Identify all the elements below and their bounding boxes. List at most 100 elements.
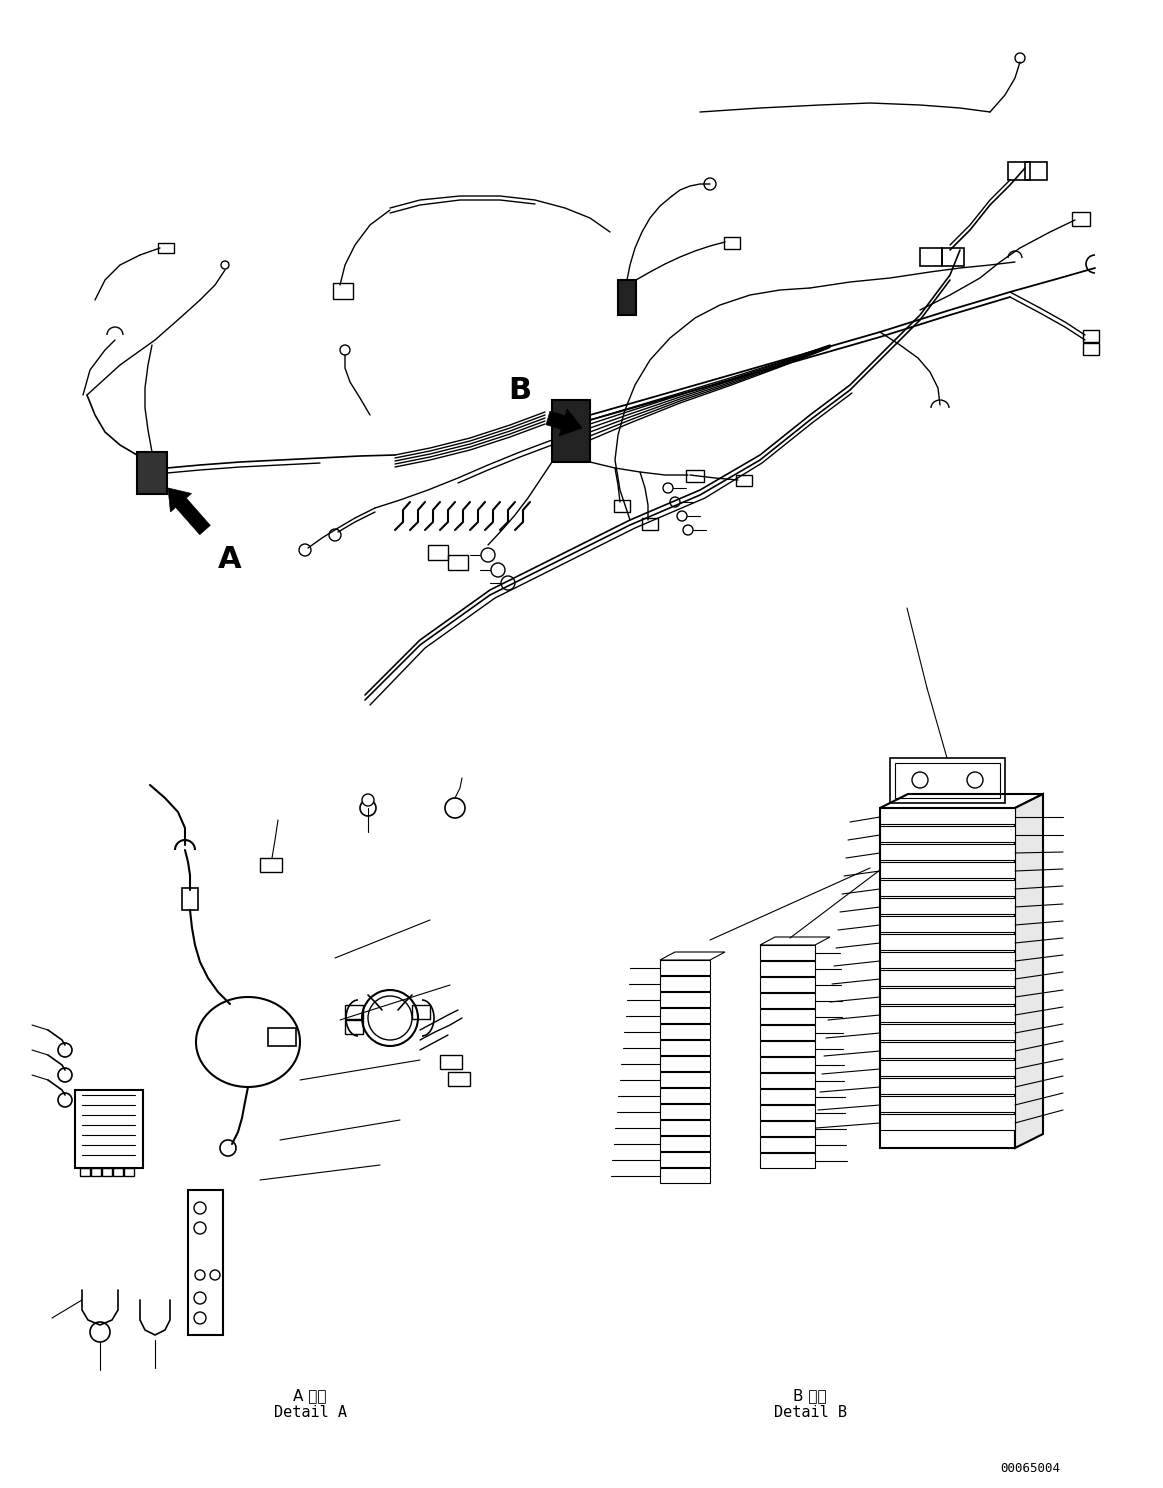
Bar xyxy=(137,452,167,494)
Polygon shape xyxy=(545,409,582,436)
Bar xyxy=(345,1019,363,1034)
Bar xyxy=(642,518,658,530)
Bar xyxy=(428,545,448,559)
Bar xyxy=(1083,344,1099,356)
Bar xyxy=(188,1190,223,1335)
Bar xyxy=(345,1004,363,1019)
Bar xyxy=(880,808,1015,1149)
Bar xyxy=(659,1168,709,1183)
Circle shape xyxy=(58,1043,72,1056)
Bar xyxy=(880,1006,1015,1022)
Bar xyxy=(659,960,709,975)
Bar xyxy=(942,248,964,266)
Bar xyxy=(880,879,1015,896)
Bar xyxy=(181,888,198,911)
Bar xyxy=(759,992,815,1007)
Bar xyxy=(725,237,740,248)
Bar xyxy=(686,470,704,482)
Bar xyxy=(659,1135,709,1152)
Bar xyxy=(759,945,815,960)
Bar xyxy=(880,808,1015,824)
Bar xyxy=(1008,162,1030,180)
Bar xyxy=(614,500,630,512)
Text: B 詳細: B 詳細 xyxy=(793,1388,827,1403)
Bar xyxy=(759,961,815,976)
Circle shape xyxy=(194,1312,206,1324)
Bar xyxy=(759,1056,815,1071)
Bar xyxy=(267,1028,297,1046)
Bar xyxy=(102,1168,112,1176)
Circle shape xyxy=(329,530,341,542)
Bar xyxy=(158,243,174,253)
Bar xyxy=(659,1040,709,1055)
Bar xyxy=(880,1097,1015,1112)
Bar xyxy=(880,826,1015,842)
Text: A: A xyxy=(217,545,242,574)
Bar xyxy=(759,1106,815,1120)
Bar xyxy=(659,1071,709,1088)
Circle shape xyxy=(670,497,680,507)
Bar xyxy=(1072,211,1090,226)
Bar xyxy=(261,859,281,872)
Bar xyxy=(124,1168,134,1176)
Circle shape xyxy=(299,545,311,557)
Bar xyxy=(880,970,1015,987)
Bar xyxy=(1083,330,1099,342)
Bar xyxy=(659,1088,709,1103)
Polygon shape xyxy=(167,488,211,534)
Bar xyxy=(80,1168,90,1176)
Circle shape xyxy=(445,798,465,818)
Circle shape xyxy=(481,548,495,562)
Bar xyxy=(440,1055,462,1068)
Circle shape xyxy=(677,510,687,521)
Bar xyxy=(880,952,1015,969)
Bar xyxy=(448,555,468,570)
Circle shape xyxy=(704,179,716,190)
Circle shape xyxy=(194,1202,206,1214)
Circle shape xyxy=(966,772,983,789)
Bar xyxy=(759,978,815,992)
Bar xyxy=(896,763,1000,798)
Bar xyxy=(759,1137,815,1152)
Bar xyxy=(659,1007,709,1024)
Bar xyxy=(759,1042,815,1056)
Bar xyxy=(412,1004,430,1019)
Polygon shape xyxy=(659,952,725,960)
Bar xyxy=(880,1024,1015,1040)
Bar xyxy=(91,1168,101,1176)
Bar xyxy=(659,992,709,1007)
Circle shape xyxy=(221,260,229,269)
Bar xyxy=(880,1115,1015,1129)
Bar xyxy=(333,283,354,299)
Bar xyxy=(880,844,1015,860)
Bar xyxy=(448,1071,470,1086)
Circle shape xyxy=(195,1269,205,1280)
Circle shape xyxy=(58,1068,72,1082)
Bar xyxy=(880,1077,1015,1094)
Circle shape xyxy=(194,1292,206,1303)
Bar xyxy=(880,862,1015,878)
Bar xyxy=(759,1073,815,1088)
Polygon shape xyxy=(880,795,1043,808)
Text: A 詳細: A 詳細 xyxy=(293,1388,327,1403)
Bar xyxy=(880,1059,1015,1076)
Bar xyxy=(659,1024,709,1039)
Bar xyxy=(880,917,1015,931)
Bar xyxy=(880,1042,1015,1058)
Bar xyxy=(113,1168,123,1176)
Circle shape xyxy=(90,1321,110,1342)
Bar xyxy=(659,1120,709,1135)
Bar xyxy=(890,757,1005,804)
Bar xyxy=(880,934,1015,949)
Bar xyxy=(759,1089,815,1104)
Bar xyxy=(659,976,709,991)
Circle shape xyxy=(683,525,693,536)
Bar xyxy=(759,1120,815,1135)
Circle shape xyxy=(663,484,673,493)
Bar xyxy=(659,1152,709,1167)
Circle shape xyxy=(340,345,350,356)
Circle shape xyxy=(211,1269,220,1280)
Bar xyxy=(74,1091,143,1168)
Text: B: B xyxy=(508,376,531,405)
Text: 00065004: 00065004 xyxy=(1000,1463,1059,1475)
